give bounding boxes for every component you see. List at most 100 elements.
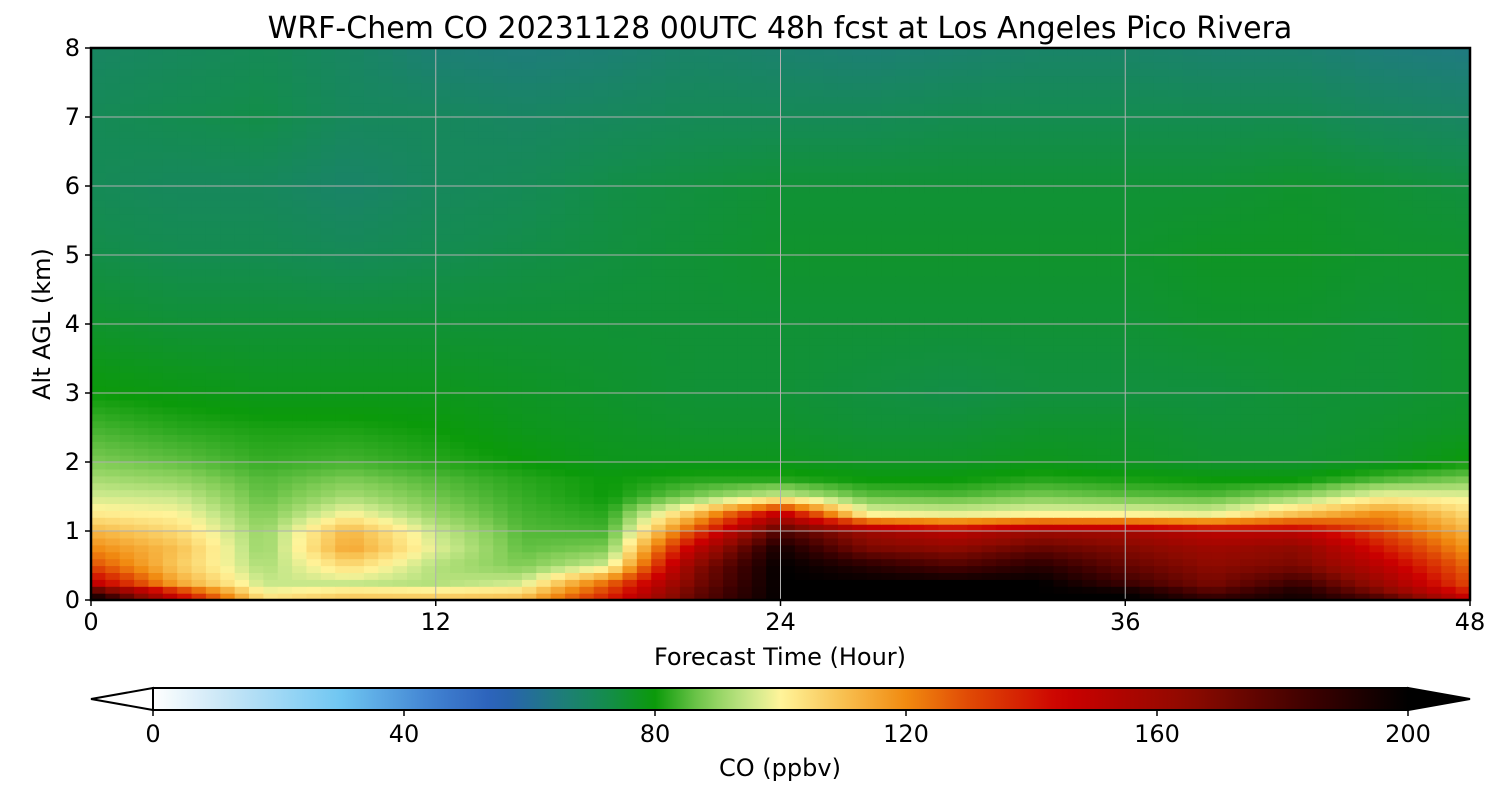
field-cell — [263, 261, 279, 270]
field-cell — [306, 351, 322, 360]
field-cell — [550, 317, 566, 325]
field-cell — [277, 565, 293, 573]
field-cell — [852, 268, 868, 277]
field-cell — [1125, 399, 1141, 408]
field-cell — [1153, 524, 1169, 532]
field-cell — [967, 386, 983, 394]
field-cell — [981, 324, 997, 332]
field-cell — [1053, 441, 1069, 449]
field-cell — [1067, 544, 1083, 553]
field-cell — [1355, 330, 1371, 339]
field-cell — [320, 537, 336, 546]
field-cell — [421, 379, 437, 387]
field-cell — [723, 565, 738, 573]
field-cell — [837, 482, 853, 491]
field-cell — [995, 572, 1011, 580]
field-cell — [794, 365, 810, 373]
field-cell — [1240, 310, 1256, 318]
field-cell — [1125, 496, 1141, 504]
field-cell — [809, 241, 825, 249]
field-cell — [895, 330, 911, 339]
field-cell — [952, 462, 968, 470]
field-cell — [1240, 393, 1256, 401]
field-cell — [981, 482, 997, 491]
field-cell — [766, 241, 782, 249]
field-cell — [450, 441, 466, 449]
field-cell — [1168, 399, 1184, 408]
field-cell — [895, 248, 911, 256]
field-cell — [220, 455, 236, 463]
field-cell — [478, 358, 494, 366]
field-cell — [378, 517, 394, 525]
field-cell — [881, 586, 897, 594]
field-cell — [392, 517, 408, 525]
field-cell — [1441, 524, 1457, 532]
field-cell — [1082, 337, 1098, 346]
field-cell — [837, 537, 853, 546]
field-cell — [1125, 393, 1141, 401]
field-cell — [651, 365, 667, 373]
field-cell — [421, 462, 437, 470]
field-cell — [1340, 593, 1356, 600]
field-cell — [565, 261, 580, 270]
field-cell — [493, 455, 509, 463]
field-cell — [1268, 593, 1284, 600]
field-cell — [407, 434, 422, 442]
field-cell — [134, 406, 150, 415]
field-cell — [205, 510, 221, 518]
field-cell — [866, 413, 882, 422]
field-cell — [881, 537, 897, 546]
field-cell — [378, 317, 394, 325]
field-cell — [550, 248, 566, 256]
field-cell — [1311, 379, 1327, 387]
field-cell — [809, 503, 825, 511]
field-cell — [1024, 344, 1040, 353]
field-cell — [579, 289, 595, 297]
field-cell — [737, 420, 753, 429]
field-cell — [636, 413, 652, 422]
field-cell — [708, 489, 724, 498]
field-cell — [1340, 524, 1356, 532]
field-cell — [349, 399, 365, 408]
field-cell — [550, 337, 566, 346]
field-cell — [708, 572, 724, 580]
field-cell — [1383, 455, 1399, 463]
field-cell — [1225, 524, 1241, 532]
field-cell — [263, 275, 279, 284]
field-cell — [292, 420, 308, 429]
field-cell — [1096, 510, 1112, 518]
field-cell — [809, 386, 825, 394]
field-cell — [1024, 455, 1040, 463]
field-cell — [292, 427, 308, 435]
field-cell — [995, 330, 1011, 339]
field-cell — [766, 586, 782, 594]
field-cell — [881, 268, 897, 277]
field-cell — [852, 296, 868, 304]
field-cell — [723, 393, 738, 401]
field-cell — [536, 510, 552, 518]
field-cell — [191, 337, 207, 346]
field-cell — [306, 393, 322, 401]
field-cell — [177, 593, 193, 600]
field-cell — [1283, 558, 1299, 567]
field-cell — [521, 482, 537, 491]
field-cell — [938, 468, 954, 477]
field-cell — [952, 365, 968, 373]
field-cell — [823, 510, 839, 518]
field-cell — [1197, 303, 1213, 311]
field-cell — [751, 255, 767, 263]
field-cell — [1024, 468, 1040, 477]
field-cell — [363, 503, 379, 511]
field-cell — [780, 558, 796, 567]
field-cell — [177, 468, 193, 477]
field-cell — [1412, 503, 1428, 511]
field-cell — [1254, 303, 1270, 311]
field-cell — [1039, 544, 1055, 553]
field-cell — [1053, 344, 1069, 353]
field-cell — [852, 510, 868, 518]
field-cell — [363, 268, 379, 277]
field-cell — [1053, 317, 1069, 325]
field-cell — [852, 441, 868, 449]
field-cell — [263, 462, 279, 470]
field-cell — [320, 468, 336, 477]
